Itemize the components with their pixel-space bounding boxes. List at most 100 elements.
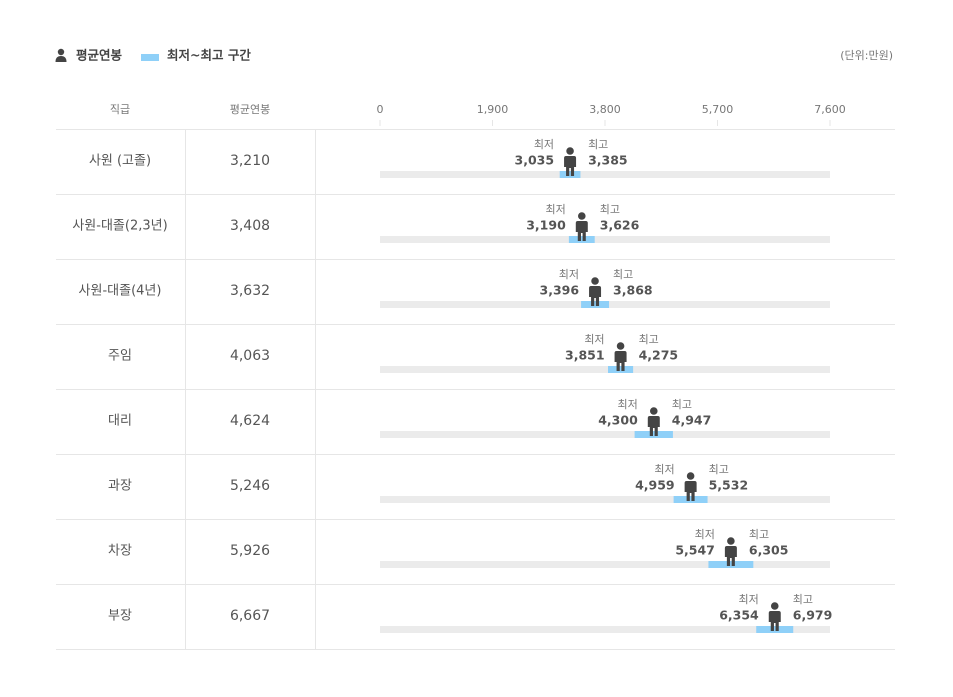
high-value: 5,532 (709, 478, 749, 493)
low-value: 3,396 (540, 283, 580, 298)
range-bar (581, 301, 610, 308)
high-value: 3,385 (588, 153, 628, 168)
x-tick-label: 5,700 (702, 103, 734, 116)
average-value: 4,624 (230, 413, 270, 429)
high-caption: 최고 (600, 203, 620, 216)
range-track (380, 626, 830, 633)
high-caption: 최고 (588, 138, 608, 151)
range-bar (559, 171, 581, 178)
legend-average: 평균연봉 (76, 48, 123, 63)
range-bar (756, 626, 794, 633)
low-value: 6,354 (719, 608, 759, 623)
icon-body (724, 546, 737, 566)
category-label: 과장 (108, 479, 132, 494)
icon-body (684, 481, 697, 501)
category-label: 사원-대졸(2,3년) (72, 219, 167, 234)
low-value: 3,190 (526, 218, 566, 233)
average-value: 5,246 (230, 478, 270, 494)
low-caption: 최저 (654, 463, 674, 476)
range-bar (708, 561, 754, 568)
x-tick-label: 0 (377, 103, 384, 116)
average-icon (564, 147, 577, 176)
low-caption: 최저 (546, 203, 566, 216)
low-value: 4,300 (598, 413, 638, 428)
range-track (380, 496, 830, 503)
low-value: 3,851 (565, 348, 605, 363)
average-value: 3,210 (230, 153, 270, 169)
high-value: 4,947 (672, 413, 712, 428)
high-value: 6,305 (749, 543, 789, 558)
low-caption: 최저 (584, 333, 604, 346)
average-icon (724, 537, 737, 566)
legend-icon-head (57, 48, 65, 56)
high-caption: 최고 (639, 333, 659, 346)
header-category: 직급 (110, 103, 130, 116)
icon-head (591, 277, 599, 285)
average-value: 3,408 (230, 218, 270, 234)
high-caption: 최고 (793, 593, 813, 606)
icon-body (614, 351, 627, 371)
x-tick-label: 7,600 (814, 103, 846, 116)
icon-body (564, 156, 577, 176)
legend-icon-body (55, 56, 67, 62)
range-bar (634, 431, 673, 438)
average-value: 5,926 (230, 543, 270, 559)
category-label: 차장 (108, 544, 132, 559)
icon-head (649, 407, 658, 415)
average-icon (768, 602, 781, 631)
average-icon (647, 407, 660, 436)
icon-head (770, 602, 779, 610)
legend-range: 최저~최고 구간 (167, 48, 251, 63)
legend-swatch (141, 54, 159, 61)
unit-label: (단위:만원) (840, 49, 893, 62)
high-value: 3,626 (600, 218, 640, 233)
range-track (380, 171, 830, 178)
icon-body (575, 221, 588, 241)
icon-head (727, 537, 735, 545)
range-bar (673, 496, 708, 503)
icon-body (589, 286, 602, 306)
range-bar (608, 366, 634, 373)
category-label: 부장 (108, 609, 132, 624)
high-caption: 최고 (672, 398, 692, 411)
icon-head (616, 342, 625, 350)
icon-body (768, 611, 781, 631)
average-icon (684, 472, 697, 501)
icon-body (647, 416, 660, 436)
category-label: 대리 (108, 414, 132, 429)
x-tick-label: 1,900 (477, 103, 509, 116)
low-caption: 최저 (559, 268, 579, 281)
range-bar (568, 236, 595, 243)
average-value: 3,632 (230, 283, 270, 299)
low-caption: 최저 (618, 398, 638, 411)
high-caption: 최고 (749, 528, 769, 541)
low-value: 4,959 (635, 478, 675, 493)
high-caption: 최고 (613, 268, 633, 281)
high-caption: 최고 (709, 463, 729, 476)
category-label: 주임 (108, 349, 132, 364)
average-value: 6,667 (230, 608, 270, 624)
header-value: 평균연봉 (230, 103, 270, 116)
range-track (380, 431, 830, 438)
range-track (380, 366, 830, 373)
icon-head (566, 147, 574, 155)
high-value: 3,868 (613, 283, 653, 298)
legend: 평균연봉 최저~최고 구간 (55, 48, 251, 63)
average-icon (614, 342, 627, 371)
x-tick-label: 3,800 (589, 103, 621, 116)
range-track (380, 561, 830, 568)
category-label: 사원 (고졸) (89, 154, 151, 169)
low-caption: 최저 (739, 593, 759, 606)
low-value: 5,547 (675, 543, 715, 558)
average-icon (589, 277, 602, 306)
high-value: 4,275 (639, 348, 679, 363)
icon-head (686, 472, 695, 480)
high-value: 6,979 (793, 608, 833, 623)
category-label: 사원-대졸(4년) (79, 284, 162, 299)
low-caption: 최저 (695, 528, 715, 541)
average-value: 4,063 (230, 348, 270, 364)
low-caption: 최저 (534, 138, 554, 151)
range-track (380, 236, 830, 243)
low-value: 3,035 (515, 153, 555, 168)
